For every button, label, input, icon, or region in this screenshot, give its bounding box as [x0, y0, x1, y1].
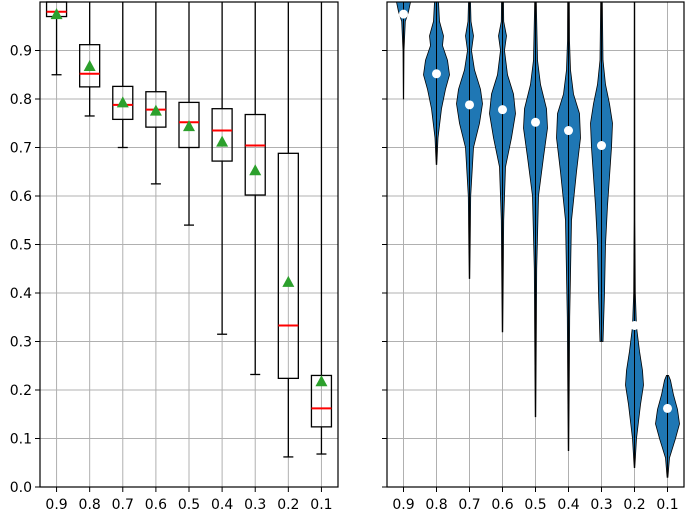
mean-marker — [50, 8, 63, 20]
violin-median-marker — [630, 320, 639, 330]
violin-0.1 — [655, 374, 680, 478]
x-tick-label: 0.1 — [310, 497, 332, 513]
x-tick-label: 0.6 — [145, 497, 167, 513]
violin-0.7 — [456, 1, 483, 279]
violin-median-marker — [531, 117, 540, 127]
y-tick-label: 0.4 — [10, 286, 32, 302]
x-tick-label: 0.5 — [524, 497, 546, 513]
mean-marker — [83, 60, 96, 72]
y-tick-label: 0.0 — [10, 480, 32, 496]
box-iqr — [211, 108, 233, 162]
box-0.9 — [45, 1, 68, 76]
y-tick-label: 0.6 — [10, 189, 32, 205]
x-tick-label: 0.4 — [211, 497, 233, 513]
mean-marker — [249, 164, 262, 176]
x-tick-label: 0.3 — [244, 497, 266, 513]
mean-marker — [183, 120, 195, 132]
box-0.7 — [112, 2, 134, 149]
mean-marker — [216, 135, 229, 147]
violin-median-marker — [564, 126, 573, 136]
mean-marker — [116, 96, 129, 108]
violin-0.8 — [423, 1, 450, 165]
x-tick-label: 0.1 — [656, 497, 678, 513]
box-0.3 — [244, 2, 266, 376]
box-0.8 — [79, 2, 101, 117]
y-tick-label: 0.3 — [10, 335, 32, 351]
violin-median-marker — [498, 105, 507, 115]
box-plot-panel: 0.0 0.1 0.2 0.3 0.4 0.5 0.6 0.7 0.8 0.9 0.9 0.8 0.7 0… — [10, 1, 339, 513]
violin-0.4 — [556, 1, 581, 452]
violin-0.2 — [625, 1, 644, 469]
box-0.4 — [211, 2, 233, 335]
box-0.5 — [178, 2, 200, 226]
x-tick-label: 0.3 — [590, 497, 612, 513]
x-tick-label: 0.7 — [458, 497, 480, 513]
y-tick-label: 0.8 — [10, 92, 32, 108]
box-0.2 — [277, 2, 299, 458]
violin-median-marker — [465, 100, 474, 110]
x-tick-label: 0.7 — [112, 497, 134, 513]
x-tick-label: 0.2 — [277, 497, 299, 513]
box-iqr — [244, 113, 266, 196]
y-tick-label: 0.7 — [10, 141, 32, 157]
violin-0.5 — [523, 1, 548, 418]
box-iqr — [178, 101, 200, 149]
violin-median-marker — [399, 9, 408, 19]
x-tick-label: 0.9 — [45, 497, 67, 513]
y-tick-label: 0.1 — [10, 432, 32, 448]
box-iqr — [112, 85, 134, 121]
y-tick-label: 0.5 — [10, 238, 32, 254]
box-0.6 — [145, 2, 167, 185]
mean-marker — [315, 375, 328, 387]
y-tick-label: 0.9 — [10, 44, 32, 60]
violin-median-marker — [432, 69, 441, 79]
violin-0.3 — [590, 1, 613, 342]
x-tick-label: 0.8 — [425, 497, 447, 513]
x-tick-label: 0.6 — [491, 497, 513, 513]
violin-0.6 — [489, 1, 516, 333]
violin-plot-panel: 0.9 0.8 0.7 0.6 0.5 0.4 0.3 0.2 0.1 — [382, 1, 685, 513]
x-tick-label: 0.5 — [178, 497, 200, 513]
box-0.1 — [310, 2, 333, 455]
x-tick-label: 0.4 — [557, 497, 579, 513]
x-tick-label: 0.9 — [392, 497, 414, 513]
x-tick-label: 0.2 — [623, 497, 645, 513]
mean-marker — [282, 275, 295, 287]
mean-marker — [149, 104, 162, 116]
box-iqr — [79, 44, 101, 88]
violin-median-marker — [597, 141, 606, 151]
y-tick-label: 0.2 — [10, 383, 32, 399]
box-iqr — [277, 152, 299, 380]
x-tick-label: 0.8 — [79, 497, 101, 513]
violin-median-marker — [663, 403, 672, 413]
violin-0.9 — [396, 1, 411, 100]
